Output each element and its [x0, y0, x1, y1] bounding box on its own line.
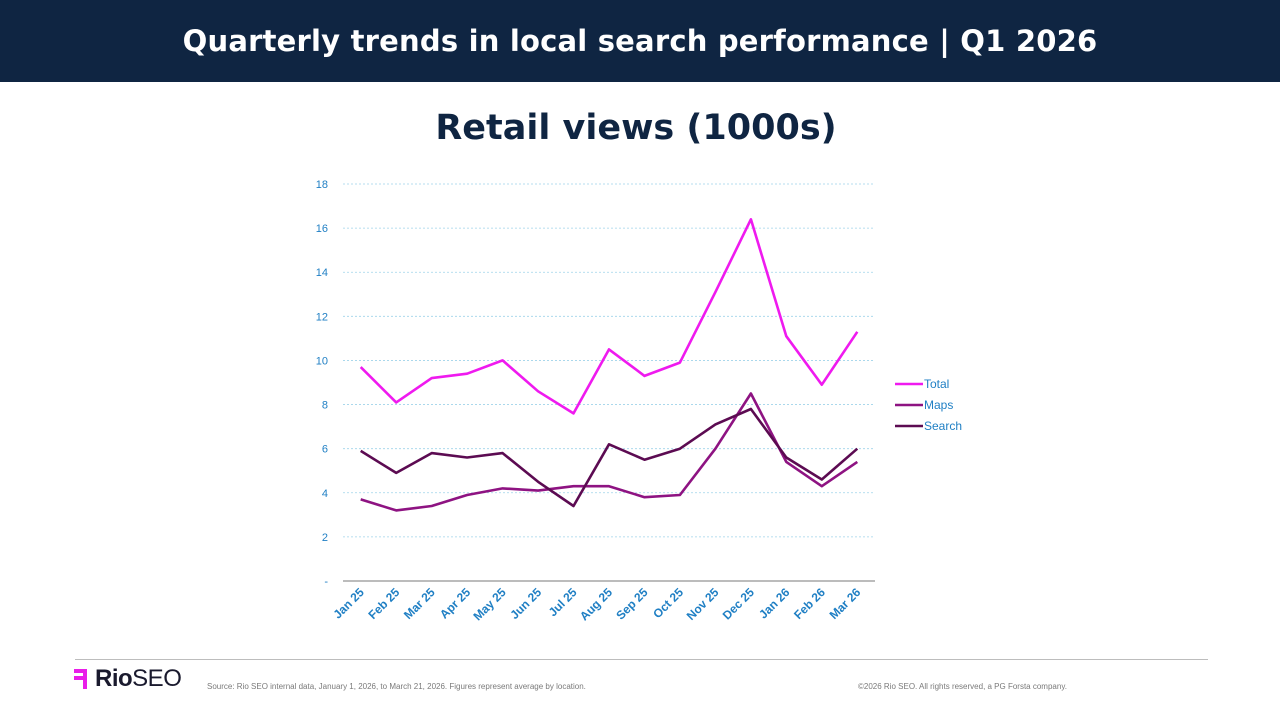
y-tick-label: 2 — [322, 532, 328, 544]
y-tick-label: - — [324, 576, 328, 588]
y-axis: - 2 4 6 8 10 12 14 16 18 — [316, 179, 329, 588]
legend-label-maps: Maps — [924, 398, 953, 412]
logo-wordmark: RioSEO — [95, 665, 182, 692]
y-tick-label: 16 — [316, 223, 328, 235]
x-tick-label: May 25 — [471, 585, 509, 623]
legend: Total Maps Search — [895, 377, 962, 433]
series-line-maps — [360, 392, 859, 512]
rio-seo-mark-icon — [74, 668, 92, 690]
footer-divider — [75, 659, 1208, 660]
header-bar: Quarterly trends in local search perform… — [0, 0, 1280, 82]
y-tick-label: 18 — [316, 179, 328, 191]
series-lines — [359, 218, 859, 512]
x-tick-label: Jun 25 — [507, 585, 544, 622]
y-tick-label: 14 — [316, 267, 328, 279]
x-tick-label: Nov 25 — [684, 585, 722, 623]
gridlines — [343, 183, 875, 582]
x-tick-label: Feb 25 — [366, 585, 403, 622]
series-line-search — [360, 407, 859, 508]
x-tick-label: Jan 25 — [331, 585, 368, 622]
x-tick-label: Jul 25 — [546, 585, 580, 619]
y-tick-label: 12 — [316, 311, 328, 323]
x-tick-label: Mar 26 — [827, 585, 864, 622]
y-tick-label: 6 — [322, 444, 328, 456]
y-tick-label: 10 — [316, 355, 328, 367]
legend-label-search: Search — [924, 419, 962, 433]
rio-seo-logo: RioSEO — [74, 665, 182, 692]
x-tick-label: Apr 25 — [437, 585, 474, 622]
source-note: Source: Rio SEO internal data, January 1… — [207, 682, 586, 691]
legend-label-total: Total — [924, 377, 949, 391]
page-title: Quarterly trends in local search perform… — [182, 24, 1098, 58]
x-tick-label: Sep 25 — [613, 585, 650, 622]
series-line-total — [359, 218, 859, 415]
x-tick-label: Dec 25 — [720, 585, 757, 622]
x-tick-label: Jan 26 — [756, 585, 793, 622]
x-tick-label: Mar 25 — [401, 585, 438, 622]
x-tick-label: Aug 25 — [577, 585, 615, 623]
chart-title: Retail views (1000s) — [435, 108, 837, 148]
x-tick-label: Feb 26 — [791, 585, 828, 622]
x-tick-label: Oct 25 — [650, 585, 686, 621]
y-tick-label: 4 — [322, 488, 328, 500]
copyright-note: ©2026 Rio SEO. All rights reserved, a PG… — [858, 682, 1067, 691]
y-tick-label: 8 — [322, 400, 328, 412]
